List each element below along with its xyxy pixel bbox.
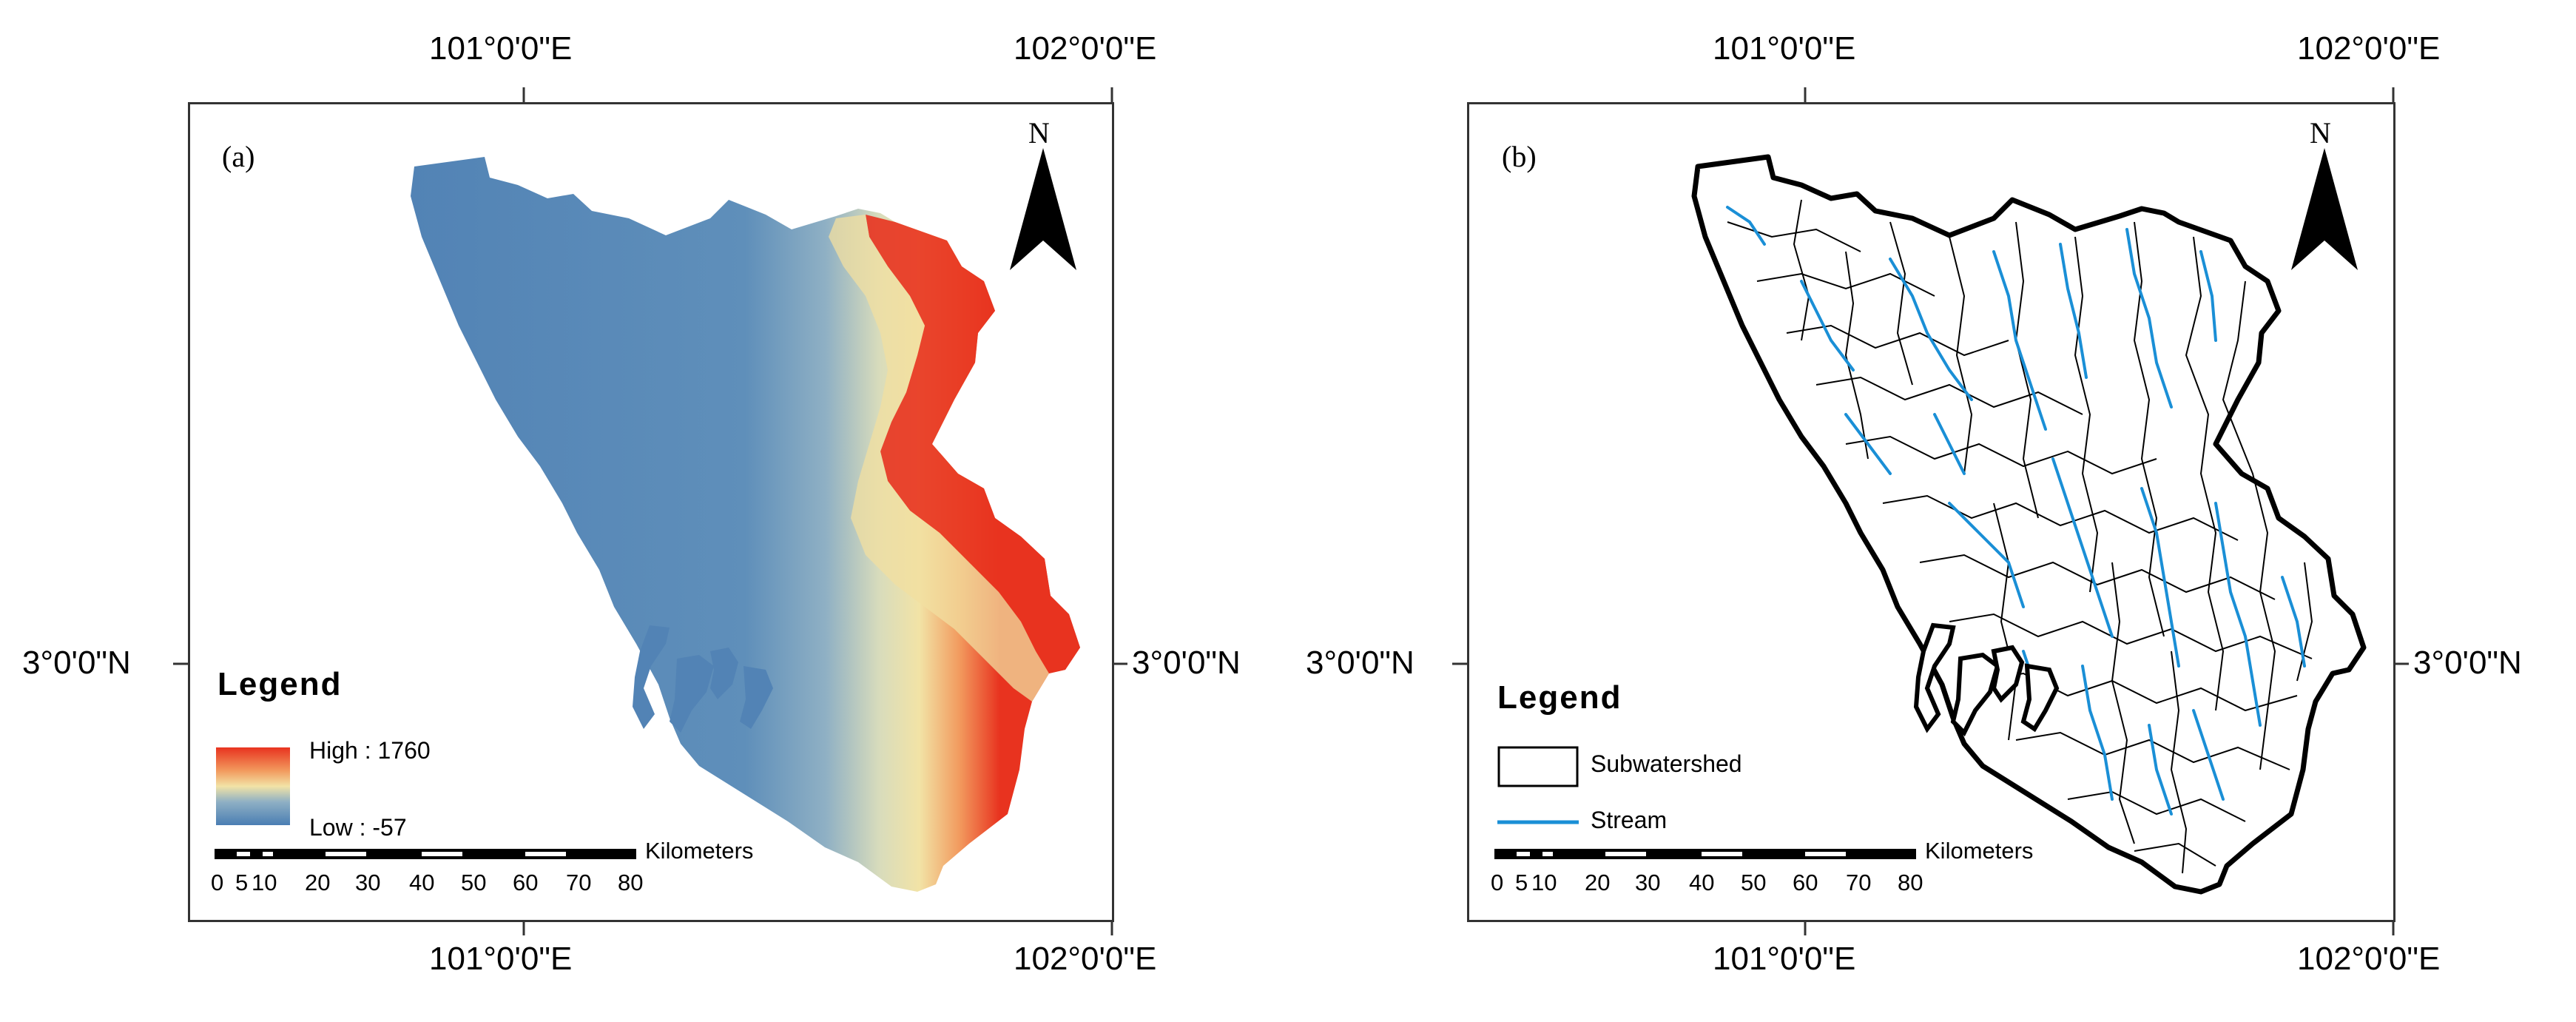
high-elevation-zone [866,215,1080,673]
scale-tick-b-8: 70 [1846,870,1872,895]
legend-high-label: High : 1760 [309,737,431,764]
scale-unit-b: Kilometers [1925,838,2034,864]
lat-label-left: 3°0'0"N [22,645,131,681]
legend-title-b: Legend [1497,679,1622,716]
scale-tick-b-0: 0 [1491,870,1504,895]
subwatershed-swatch [1497,746,1579,787]
north-arrow-icon-a [1010,148,1076,270]
lon-label-top-1-b: 101°0'0"E [1713,30,1856,67]
island-b-4 [2020,663,2060,733]
legend-item-stream: Stream [1591,807,1668,833]
scale-tick-b-9: 80 [1898,870,1923,895]
elevation-colorbar [216,747,290,825]
island-1 [633,625,670,729]
scale-tick-a-9: 80 [618,870,644,895]
legend-title-a: Legend [218,666,343,702]
island-2 [670,655,714,733]
island-b-2 [1950,652,2000,737]
scale-bar-a [215,849,636,859]
scale-tick-a-8: 70 [566,870,592,895]
legend-symbols-b [1497,746,1579,824]
lon-label-top-1: 101°0'0"E [429,30,573,67]
lat-label-right: 3°0'0"N [1132,645,1241,681]
scale-unit-a: Kilometers [645,838,754,864]
island-3 [710,648,738,699]
north-label-a: N [1028,116,1050,149]
scale-tick-a-3: 20 [305,870,331,895]
island-4 [740,666,773,729]
scale-tick-a-7: 60 [513,870,539,895]
scale-tick-a-0: 0 [211,870,224,895]
scale-tick-b-4: 30 [1635,870,1661,895]
scale-tick-a-5: 40 [409,870,435,895]
scale-tick-b-2: 10 [1531,870,1557,895]
lon-label-bottom-2-b: 102°0'0"E [2297,941,2441,977]
lon-label-bottom-2: 102°0'0"E [1014,941,1157,977]
scale-tick-b-7: 60 [1793,870,1818,895]
scale-tick-b-1: 5 [1515,870,1528,895]
lat-label-right-b: 3°0'0"N [2413,645,2522,681]
legend-item-subwatershed: Subwatershed [1591,750,1742,777]
panel-label-a: (a) [222,140,255,173]
lon-label-bottom-1-b: 101°0'0"E [1713,941,1856,977]
scale-tick-a-2: 10 [252,870,277,895]
legend-low-label: Low : -57 [309,814,407,841]
north-label-b: N [2310,116,2331,149]
scale-tick-a-1: 5 [235,870,249,895]
scale-tick-b-3: 20 [1585,870,1611,895]
scale-tick-b-5: 40 [1689,870,1715,895]
island-b-3 [1991,645,2025,703]
region-boundary [1691,154,2367,895]
island-b-1 [1913,622,1956,733]
north-arrow-icon-b [2291,148,2358,270]
lon-label-top-2: 102°0'0"E [1014,30,1157,67]
transition-zone [829,215,1049,702]
scale-tick-a-6: 50 [461,870,487,895]
lon-label-top-2-b: 102°0'0"E [2297,30,2441,67]
lon-label-bottom-1: 101°0'0"E [429,941,573,977]
scale-bar-b [1494,849,1916,859]
scale-tick-a-4: 30 [355,870,381,895]
panel-label-b: (b) [1502,140,1537,173]
scale-tick-b-6: 50 [1741,870,1767,895]
lat-label-left-b: 3°0'0"N [1306,645,1415,681]
